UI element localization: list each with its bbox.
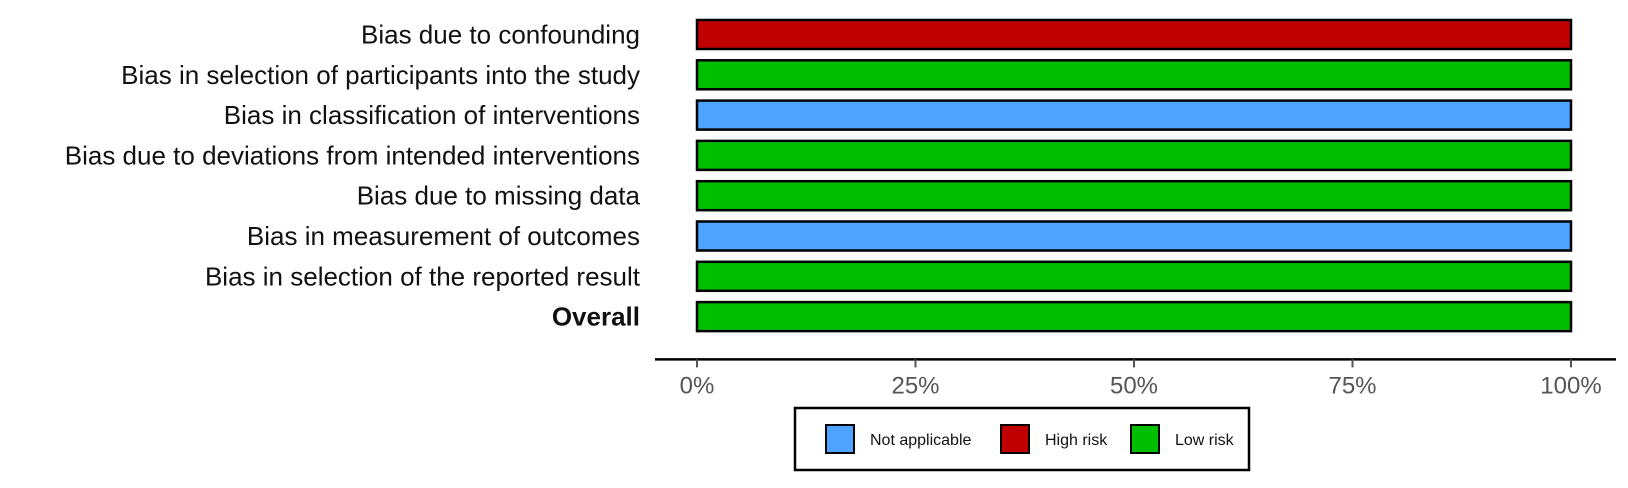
bar-bias-in-measurement-of-outcomes-not-applicable: [695, 220, 1573, 252]
legend-label-high-risk: High risk: [1045, 432, 1108, 449]
category-label-bias-due-to-missing-data: Bias due to missing data: [357, 181, 641, 211]
legend-label-low-risk: Low risk: [1175, 432, 1235, 449]
bar-bias-due-to-deviations-from-intended-interventions-low-risk: [695, 139, 1573, 172]
x-tick-label: 25%: [891, 372, 939, 399]
category-label-bias-in-selection-of-the-reported-result: Bias in selection of the reported result: [205, 261, 641, 291]
category-label-bias-in-classification-of-interventions: Bias in classification of interventions: [224, 100, 640, 130]
x-tick-label: 50%: [1110, 372, 1158, 399]
legend-label-not-applicable: Not applicable: [870, 432, 972, 449]
legend-swatch-not-applicable: [825, 424, 855, 454]
bar-bias-due-to-confounding-high-risk: [695, 18, 1573, 51]
bar-bias-in-selection-of-the-reported-result-low-risk: [695, 260, 1573, 293]
bar-bias-due-to-missing-data-low-risk: [695, 179, 1573, 212]
legend-swatch-low-risk: [1130, 424, 1160, 454]
x-tick-label: 0%: [680, 372, 715, 399]
bar-bias-in-classification-of-interventions-not-applicable: [695, 99, 1573, 131]
x-tick-label: 75%: [1328, 372, 1376, 399]
bar-bias-in-selection-of-participants-into-the-study-low-risk: [695, 59, 1573, 91]
category-label-overall: Overall: [552, 302, 640, 332]
legend-box: [793, 406, 1251, 472]
category-label-bias-in-selection-of-participants-into-the-study: Bias in selection of participants into t…: [121, 60, 640, 90]
category-labels: Bias due to confounding Bias in selection…: [65, 20, 641, 332]
category-label-bias-due-to-confounding: Bias due to confounding: [361, 20, 640, 50]
bars: [695, 18, 1573, 333]
category-label-bias-in-measurement-of-outcomes: Bias in measurement of outcomes: [247, 221, 640, 251]
legend: Not applicable High risk Low risk: [793, 406, 1251, 472]
category-label-bias-due-to-deviations-from-intended-interventions: Bias due to deviations from intended int…: [65, 140, 640, 170]
x-tick-label: 100%: [1540, 372, 1601, 399]
bar-overall-low-risk: [695, 300, 1573, 333]
legend-swatch-high-risk: [1000, 424, 1030, 454]
x-axis: 0% 25% 50% 75% 100%: [655, 358, 1616, 399]
